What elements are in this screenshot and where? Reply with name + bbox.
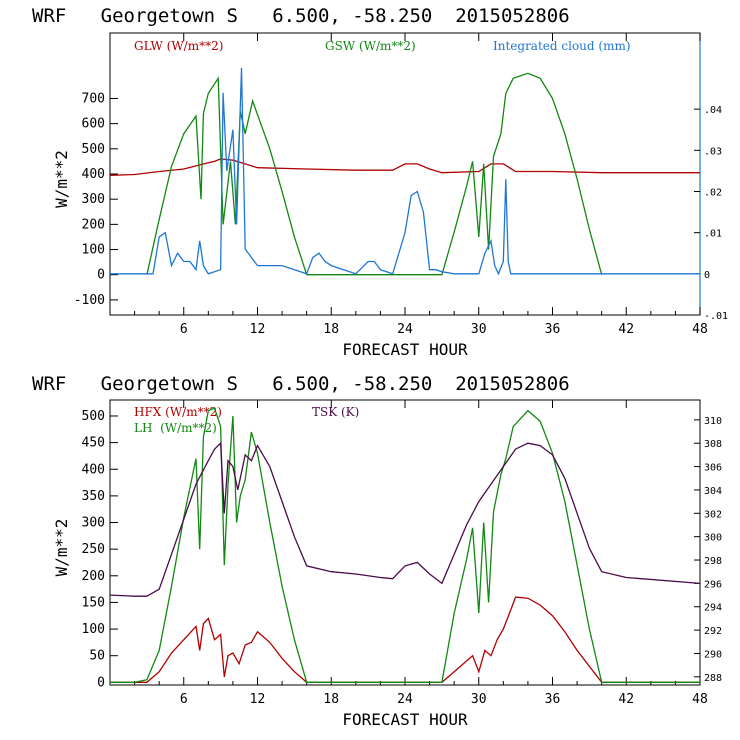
chart-1-legend-3: Integrated cloud (mm) <box>493 39 631 53</box>
chart-2-y2-tick-label: 300 <box>704 533 722 544</box>
chart-2-x-tick-label: 6 <box>180 692 188 707</box>
chart-1-y-tick-label: 400 <box>82 167 105 182</box>
chart-2-x-tick-label: 24 <box>397 692 413 707</box>
chart-1-y2-tick-label: .01 <box>704 229 722 240</box>
chart-1-title: WRF Georgetown S 6.500, -58.250 20150528… <box>32 5 570 27</box>
chart-2-series-1-line <box>110 596 700 683</box>
chart-1-y-tick-label: 100 <box>82 243 105 258</box>
chart-2-y2-tick-label: 292 <box>704 626 722 637</box>
chart-1-x-tick-label: 30 <box>471 322 487 337</box>
chart-1-x-tick-label: 6 <box>180 322 188 337</box>
chart-1-y-tick-label: -100 <box>74 293 105 308</box>
chart-2-y-tick-label: 50 <box>89 649 105 664</box>
chart-2-legend-3: TSK (K) <box>312 405 359 419</box>
chart-2-x-tick-label: 36 <box>545 692 561 707</box>
chart-2-y-tick-label: 300 <box>82 516 105 531</box>
chart-2-y-tick-label: 200 <box>82 569 105 584</box>
chart-1-y-tick-label: 500 <box>82 142 105 157</box>
chart-1-y-tick-label: 600 <box>82 117 105 132</box>
chart-1-x-tick-label: 42 <box>618 322 634 337</box>
chart-2-y-tick-label: 350 <box>82 489 105 504</box>
chart-2-title: WRF Georgetown S 6.500, -58.250 20150528… <box>32 373 570 395</box>
chart-1-y-axis-label: W/m**2 <box>52 150 71 208</box>
chart-2-y-tick-label: 0 <box>97 675 105 690</box>
chart-1-plot-frame <box>109 32 701 316</box>
chart-1-x-tick-label: 18 <box>323 322 339 337</box>
chart-2-y-tick-label: 100 <box>82 622 105 637</box>
chart-1-legend-1: GLW (W/m**2) <box>134 39 223 53</box>
chart-2-y2-tick-label: 298 <box>704 556 722 567</box>
chart-2-x-tick-label: 42 <box>618 692 634 707</box>
chart-1-y2-tick-label: 0 <box>704 270 710 281</box>
chart-2-y2-tick-label: 290 <box>704 649 722 660</box>
chart-2-y-tick-label: 250 <box>82 542 105 557</box>
chart-1-x-tick-label: 36 <box>545 322 561 337</box>
chart-2-y2-tick-label: 302 <box>704 509 722 520</box>
chart-2-y2-tick-label: 306 <box>704 463 722 474</box>
chart-2-y2-tick-label: 288 <box>704 673 722 684</box>
chart-1-y-tick-label: 300 <box>82 192 105 207</box>
chart-1-series-1-line <box>110 158 700 176</box>
chart-1-y-tick-label: 700 <box>82 91 105 106</box>
chart-1-x-tick-label: 48 <box>692 322 708 337</box>
chart-2-x-tick-label: 30 <box>471 692 487 707</box>
chart-2-y2-tick-label: 296 <box>704 579 722 590</box>
chart-1-y-tick-label: 0 <box>97 268 105 283</box>
chart-2-y-tick-label: 500 <box>82 409 105 424</box>
chart-2-y2-tick-label: 294 <box>704 603 722 614</box>
chart-2-y2-tick-label: 310 <box>704 416 722 427</box>
chart-2-x-axis-label: FORECAST HOUR <box>342 710 468 729</box>
chart-2-y2-tick-label: 304 <box>704 486 722 497</box>
chart-2-x-tick-label: 48 <box>692 692 708 707</box>
chart-1-y2-tick-label: .04 <box>704 105 722 116</box>
chart-2-legend-1: HFX (W/m**2) <box>134 405 222 419</box>
chart-2-x-tick-label: 12 <box>250 692 266 707</box>
chart-2-y2-tick-label: 308 <box>704 439 722 450</box>
chart-2-legend-2: LH (W/m**2) <box>134 421 217 435</box>
chart-1-x-tick-label: 24 <box>397 322 413 337</box>
chart-1-x-axis-label: FORECAST HOUR <box>342 340 468 359</box>
chart-1-legend-2: GSW (W/m**2) <box>325 39 416 53</box>
chart-1-x-tick-label: 12 <box>250 322 266 337</box>
chart-1-y2-tick-label: .03 <box>704 146 722 157</box>
chart-1-series-3-line <box>110 67 700 276</box>
chart-2-y-tick-label: 400 <box>82 462 105 477</box>
chart-2-x-tick-label: 18 <box>323 692 339 707</box>
chart-2-y-tick-label: 150 <box>82 595 105 610</box>
chart-2-y-tick-label: 450 <box>82 436 105 451</box>
chart-1-y2-tick-label: .02 <box>704 187 722 198</box>
chart-2-y-axis-label: W/m**2 <box>52 519 71 577</box>
chart-2-series-2-line <box>110 407 700 683</box>
chart-1-series-2-line <box>146 72 603 276</box>
chart-1-y-tick-label: 200 <box>82 217 105 232</box>
chart-1-y2-tick-label: -.01 <box>704 311 728 322</box>
chart-2-series-3-line <box>110 441 700 597</box>
